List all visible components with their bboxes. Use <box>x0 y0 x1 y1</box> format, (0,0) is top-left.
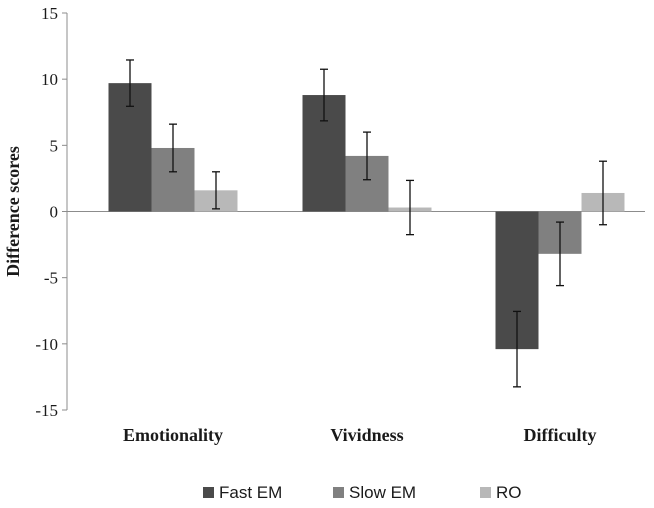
legend-item-ro: RO <box>480 483 522 502</box>
y-axis-title: Difference scores <box>3 146 23 277</box>
legend-swatch <box>480 487 491 498</box>
legend: Fast EM Slow EM RO <box>203 483 522 502</box>
y-tick-label: 5 <box>50 136 59 155</box>
y-tick-label: -15 <box>35 401 58 420</box>
y-tick-label: -10 <box>35 335 58 354</box>
y-tick-label: 0 <box>50 203 59 222</box>
category-label-vividness: Vividness <box>330 425 403 445</box>
legend-label: RO <box>496 483 522 502</box>
category-labels: Emotionality Vividness Difficulty <box>123 425 597 445</box>
y-ticks: 15 10 5 0 -5 -10 -15 <box>35 4 67 420</box>
error-bar-slow-em-difficulty <box>556 221 564 287</box>
error-bar-ro-vividness <box>406 179 414 236</box>
legend-swatch <box>333 487 344 498</box>
category-label-emotionality: Emotionality <box>123 425 223 445</box>
legend-label: Slow EM <box>349 483 416 502</box>
error-bar-fast-em-emotionality <box>126 59 134 107</box>
error-bars <box>126 59 607 388</box>
error-bar-fast-em-vividness <box>320 68 328 122</box>
legend-label: Fast EM <box>219 483 282 502</box>
error-bar-slow-em-vividness <box>363 131 371 181</box>
legend-item-slow-em: Slow EM <box>333 483 416 502</box>
error-bar-slow-em-emotionality <box>169 123 177 173</box>
y-tick-label: 10 <box>41 70 58 89</box>
bars <box>108 83 625 350</box>
legend-item-fast-em: Fast EM <box>203 483 282 502</box>
legend-swatch <box>203 487 214 498</box>
y-tick-label: 15 <box>41 4 58 23</box>
category-label-difficulty: Difficulty <box>524 425 597 445</box>
error-bar-fast-em-difficulty <box>513 310 521 388</box>
error-bar-ro-difficulty <box>599 160 607 226</box>
y-tick-label: -5 <box>44 269 58 288</box>
error-bar-ro-emotionality <box>212 171 220 210</box>
